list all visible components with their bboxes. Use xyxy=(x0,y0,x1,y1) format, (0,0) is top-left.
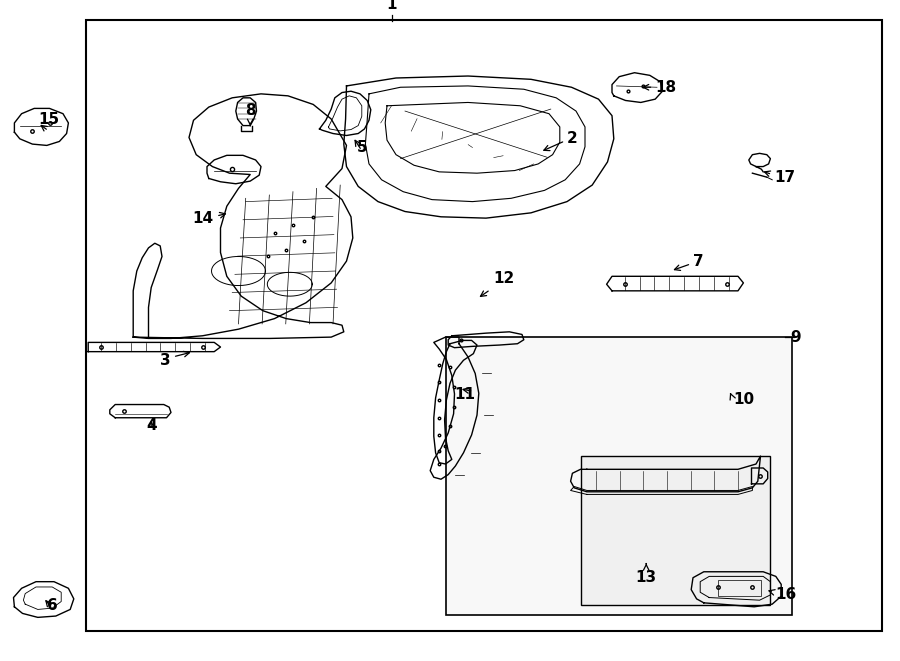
Text: 4: 4 xyxy=(146,418,157,433)
Bar xyxy=(86,20,882,631)
Text: 17: 17 xyxy=(774,170,795,184)
Text: 1: 1 xyxy=(386,0,397,12)
Text: 12: 12 xyxy=(493,270,515,286)
Text: 11: 11 xyxy=(454,387,475,402)
Bar xyxy=(718,580,761,596)
Text: 6: 6 xyxy=(47,598,58,613)
Text: 3: 3 xyxy=(160,353,171,368)
Bar xyxy=(580,456,770,605)
Bar xyxy=(446,337,792,615)
Text: 18: 18 xyxy=(655,80,676,95)
Text: 16: 16 xyxy=(776,588,797,602)
Text: 9: 9 xyxy=(790,330,801,344)
Text: 10: 10 xyxy=(734,393,754,407)
Text: 2: 2 xyxy=(567,132,578,146)
Text: 14: 14 xyxy=(193,211,213,225)
Text: 13: 13 xyxy=(635,570,657,586)
Text: 5: 5 xyxy=(356,140,367,155)
Text: 7: 7 xyxy=(693,254,704,268)
Text: 8: 8 xyxy=(245,102,256,118)
Text: 15: 15 xyxy=(38,112,59,127)
